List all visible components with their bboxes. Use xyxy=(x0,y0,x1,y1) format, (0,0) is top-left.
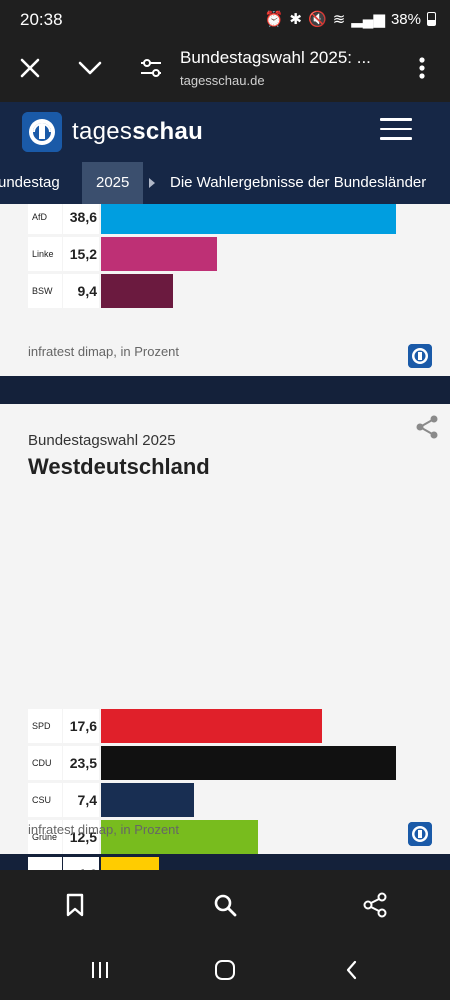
signal-icon: ▂▄▆ xyxy=(351,11,385,28)
share-icon[interactable] xyxy=(414,414,440,440)
party-value: 12,5 xyxy=(63,820,99,854)
party-value: 17,6 xyxy=(63,709,99,743)
alarm-icon: ⏰ xyxy=(264,11,284,28)
party-value: 15,2 xyxy=(63,237,99,271)
status-bar: 20:38 ⏰ ✱ 🔇 ≋ ▂▄▆ 38% xyxy=(0,0,450,40)
back-icon[interactable] xyxy=(340,958,364,982)
chart-title: Westdeutschland xyxy=(28,454,210,479)
tagesschau-small-logo-icon xyxy=(408,822,432,846)
result-bar xyxy=(101,783,194,817)
results-card-westdeutschland: Bundestagswahl 2025 Westdeutschland SPD 1… xyxy=(0,404,450,870)
main-content[interactable]: AfD 38,6 Linke 15,2 BSW 9,4 infratest dimap, … xyxy=(0,204,450,870)
search-icon[interactable] xyxy=(212,892,238,918)
result-bar xyxy=(101,274,173,308)
party-label: AfD xyxy=(28,204,62,234)
chevron-down-icon[interactable] xyxy=(76,54,104,82)
tagesschau-small-logo-icon xyxy=(408,344,432,368)
result-bar xyxy=(101,820,258,854)
result-bar xyxy=(101,857,159,870)
browser-bottom-toolbar xyxy=(0,870,450,940)
system-navigation-bar xyxy=(0,940,450,1000)
battery-icon xyxy=(427,12,436,26)
result-bar xyxy=(101,709,322,743)
result-bar xyxy=(101,237,217,271)
browser-toolbar: Bundestagswahl 2025: ... tagesschau.de xyxy=(0,40,450,102)
close-icon[interactable] xyxy=(16,54,44,82)
tune-icon[interactable] xyxy=(137,54,165,82)
party-label: Linke xyxy=(28,237,62,271)
bluetooth-icon: ✱ xyxy=(289,11,302,28)
source-label: infratest dimap, in Prozent xyxy=(28,344,180,359)
breadcrumb-item-2025[interactable]: 2025 xyxy=(82,162,144,204)
page-domain[interactable]: tagesschau.de xyxy=(180,73,265,88)
party-value: 38,6 xyxy=(63,204,99,234)
party-value: 4,6 xyxy=(63,857,99,870)
party-label: BSW xyxy=(28,274,62,308)
party-value: 23,5 xyxy=(63,746,99,780)
recent-apps-icon[interactable] xyxy=(88,958,112,982)
battery-percent: 38% xyxy=(390,10,421,28)
status-time: 20:38 xyxy=(20,10,63,29)
breadcrumb-item-current[interactable]: Die Wahlergebnisse der Bundesländer xyxy=(170,174,427,191)
tagesschau-logo-icon[interactable] xyxy=(22,112,62,152)
party-label: FDP xyxy=(28,857,62,870)
site-header: tagesschau xyxy=(0,102,450,162)
share-icon[interactable] xyxy=(362,892,388,918)
result-bar xyxy=(101,746,396,780)
breadcrumb-item-bundestag[interactable]: undestag xyxy=(0,174,60,191)
party-value: 7,4 xyxy=(63,783,99,817)
more-vert-icon[interactable] xyxy=(410,54,434,82)
party-label: SPD xyxy=(28,709,62,743)
logo-text-light: tages xyxy=(72,118,133,145)
breadcrumb-separator-icon xyxy=(149,178,155,188)
hamburger-menu-icon[interactable] xyxy=(380,118,412,146)
source-label: infratest dimap, in Prozent xyxy=(28,822,180,837)
wifi-icon: ≋ xyxy=(332,11,346,28)
mute-icon: 🔇 xyxy=(308,11,327,28)
results-card-previous: AfD 38,6 Linke 15,2 BSW 9,4 infratest dimap, … xyxy=(0,204,450,376)
breadcrumb: undestag 2025 Die Wahlergebnisse der Bun… xyxy=(0,162,450,204)
page-title[interactable]: Bundestagswahl 2025: ... xyxy=(180,48,371,67)
party-label: CSU xyxy=(28,783,62,817)
logo-text-bold: schau xyxy=(132,118,204,145)
party-label: Grüne xyxy=(28,820,62,854)
party-value: 9,4 xyxy=(63,274,99,308)
bookmark-icon[interactable] xyxy=(62,892,88,918)
site-logo-text[interactable]: tagesschau xyxy=(72,118,203,146)
chart-subtitle: Bundestagswahl 2025 xyxy=(28,432,176,449)
party-label: CDU xyxy=(28,746,62,780)
status-icons: ⏰ ✱ 🔇 ≋ ▂▄▆ 38% xyxy=(265,10,436,28)
result-bar xyxy=(101,204,396,234)
home-icon[interactable] xyxy=(213,958,237,982)
